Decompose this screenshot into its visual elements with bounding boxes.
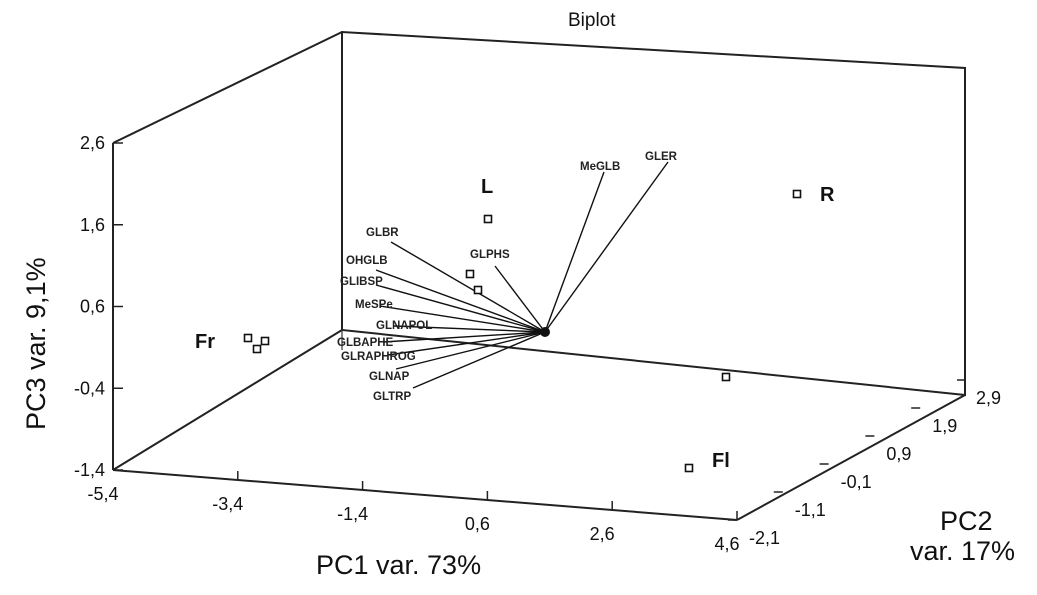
sample-point-label: Fl xyxy=(712,450,730,472)
pc3-tick-label: -0,4 xyxy=(74,378,105,398)
pc1-axis-title: PC1 var. 73% xyxy=(316,550,481,580)
pc1-tick-label: -1,4 xyxy=(337,504,368,524)
floor-right-edge xyxy=(736,394,966,521)
pc2-tick-label: 1,9 xyxy=(932,416,957,436)
variable-label: GLTRP xyxy=(373,391,411,403)
front-bottom-edge xyxy=(112,469,738,521)
variable-label: GLER xyxy=(645,151,678,163)
loading-vector xyxy=(544,161,669,333)
sample-point xyxy=(721,372,731,382)
pc3-axis-title: PC3 var. 9,1% xyxy=(21,257,51,430)
pc2-tick-label: 2,9 xyxy=(976,388,1001,408)
pc3-tick-label: 1,6 xyxy=(80,215,105,235)
pc2-ticks: -2,1 -1,1 -0,1 0,9 1,9 2,9 xyxy=(728,379,1001,548)
loading-vectors: MeGLB GLER GLBR GLPHS OHGLB GLIBSP MeSPe GLNAPO… xyxy=(337,151,678,403)
loading-vector xyxy=(382,331,546,343)
loading-vector xyxy=(390,241,546,333)
variable-label: OHGLB xyxy=(346,255,388,267)
variable-label: GLNAP xyxy=(369,371,410,383)
loading-vector xyxy=(393,325,546,333)
pc1-tick-label: -3,4 xyxy=(212,494,243,514)
loading-vector xyxy=(375,284,546,333)
pc3-ticks: -1,4 -0,4 0,6 1,6 2,6 xyxy=(74,133,123,480)
loading-vector xyxy=(412,331,546,389)
sample-point xyxy=(473,285,483,295)
floor-left-edge xyxy=(112,329,343,471)
sample-point xyxy=(243,333,253,343)
back-wall-frame xyxy=(341,30,966,397)
pc3-tick-label: 2,6 xyxy=(80,133,105,153)
pc1-tick-label: 0,6 xyxy=(465,514,490,534)
sample-point xyxy=(465,269,475,279)
pc2-axis-title-line2: var. 17% xyxy=(910,536,1015,566)
sample-point xyxy=(483,214,493,224)
variable-label: GLRAPHROG xyxy=(341,351,416,363)
variable-label: GLBAPHE xyxy=(337,337,394,349)
loading-vector xyxy=(544,171,605,333)
pc1-ticks: -5,4 -3,4 -1,4 0,6 2,6 4,6 xyxy=(87,461,740,554)
variable-label: MeGLB xyxy=(580,161,620,173)
loading-vector xyxy=(387,331,546,356)
pc1-tick-label: 2,6 xyxy=(590,524,615,544)
variable-label: GLPHS xyxy=(470,249,510,261)
sample-point xyxy=(684,463,694,473)
pc1-tick-label: -5,4 xyxy=(87,484,118,504)
plot-box-frame xyxy=(112,30,966,521)
sample-point-label: Fr xyxy=(195,331,215,353)
loading-vector xyxy=(375,269,546,333)
loading-vector xyxy=(395,331,546,370)
sample-point xyxy=(260,336,270,346)
sample-point xyxy=(252,344,262,354)
variable-label: GLNAPOL xyxy=(376,320,432,332)
pc1-tick-label: 4,6 xyxy=(714,534,739,554)
pc2-axis-title-line1: PC2 xyxy=(940,506,993,536)
sample-point-label: L xyxy=(481,176,493,198)
left-wall-top-edge xyxy=(112,31,343,144)
pc3-tick-label: -1,4 xyxy=(74,460,105,480)
variable-label: MeSPe xyxy=(355,299,393,311)
sample-points: Fr L R Fl xyxy=(195,176,835,473)
chart-title: Biplot xyxy=(568,10,616,31)
sample-point-label: R xyxy=(820,184,835,206)
vector-origin xyxy=(540,327,550,337)
loading-vector xyxy=(494,265,546,333)
pc2-tick-label: -1,1 xyxy=(795,500,826,520)
pc2-tick-label: -0,1 xyxy=(841,472,872,492)
variable-label: GLIBSP xyxy=(340,276,383,288)
loading-vector xyxy=(379,305,546,333)
variable-label: GLBR xyxy=(366,227,399,239)
pc2-tick-label: 0,9 xyxy=(886,444,911,464)
sample-point xyxy=(792,189,802,199)
pc2-tick-label: -2,1 xyxy=(749,528,780,548)
pc3-tick-label: 0,6 xyxy=(80,297,105,317)
